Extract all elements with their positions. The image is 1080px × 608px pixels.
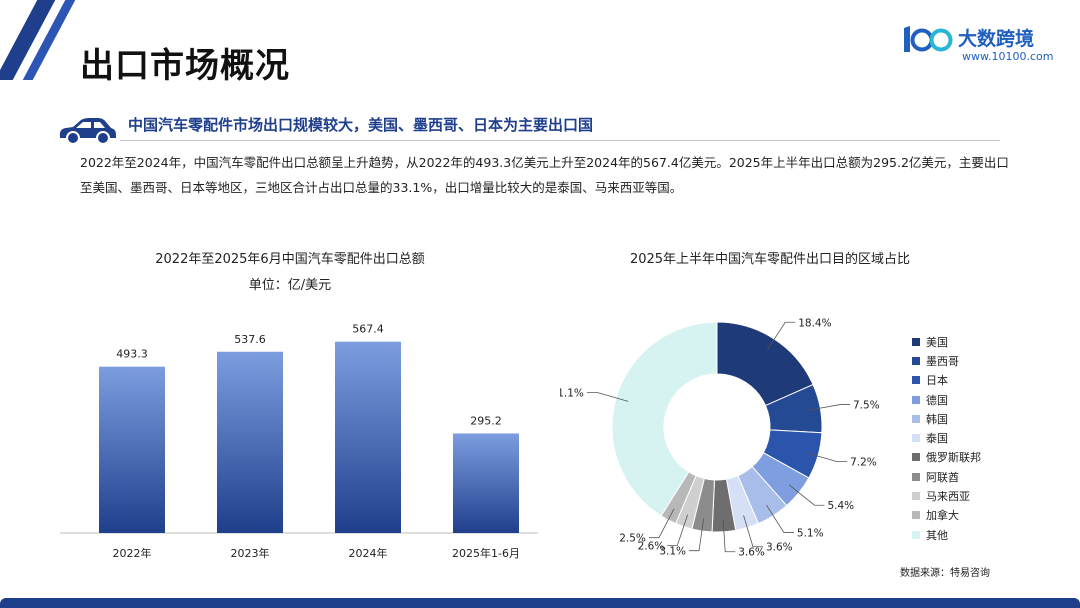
page-title: 出口市场概况 [80, 46, 290, 86]
logo-name: 大数跨境 [958, 28, 1035, 50]
legend-label: 美国 [926, 335, 948, 349]
leader-line [586, 391, 629, 402]
legend-swatch [912, 492, 920, 501]
donut-slice [611, 321, 718, 517]
leader-line [743, 515, 763, 548]
bar-chart: 493.3 2022年 537.6 2023年 567.4 2024年 295.2 2025年… [60, 323, 538, 560]
leader-line [689, 518, 705, 552]
legend-item: 墨西哥 [912, 351, 1062, 370]
legend-label: 阿联酋 [926, 470, 959, 484]
footer-bar [0, 598, 1080, 608]
summary-paragraph: 2022年至2024年，中国汽车零配件出口总额呈上升趋势，从2022年的493.… [80, 155, 1009, 195]
bar-value-label: 295.2 [470, 414, 502, 427]
legend-swatch [912, 453, 920, 462]
legend-label: 墨西哥 [926, 354, 959, 368]
leader-line [667, 514, 689, 546]
legend-swatch [912, 337, 920, 346]
bar [453, 433, 519, 533]
legend-swatch [912, 414, 920, 423]
leader-line [807, 404, 850, 411]
legend-item: 俄罗斯联邦 [912, 448, 1062, 467]
legend-item: 泰国 [912, 428, 1062, 447]
bar [217, 351, 283, 533]
pie-chart-title: 2025年上半年中国汽车零配件出口目的区域占比 [629, 252, 911, 267]
pie-legend: 美国墨西哥日本德国韩国泰国俄罗斯联邦阿联酋马来西亚加拿大其他 [912, 332, 1062, 544]
car-icon [59, 118, 116, 145]
legend-swatch [912, 356, 920, 365]
legend-label: 加拿大 [926, 509, 959, 523]
slice-value-label: 5.1% [797, 528, 824, 540]
slice-value-label: 7.5% [853, 400, 880, 412]
bar-chart-title: 2022年至2025年6月中国汽车零配件出口总额 [155, 252, 425, 267]
leader-line [767, 321, 796, 350]
legend-item: 德国 [912, 390, 1062, 409]
bar [335, 341, 401, 533]
leader-line [788, 484, 825, 506]
legend-label: 其他 [926, 528, 948, 542]
legend-swatch [912, 472, 920, 481]
data-source: 数据来源：特易咨询 [900, 568, 990, 579]
legend-label: 日本 [926, 374, 948, 388]
legend-item: 美国 [912, 332, 1062, 351]
x-tick-label: 2023年 [231, 546, 270, 560]
leader-line [805, 452, 848, 463]
divider [120, 140, 1000, 141]
donut-chart: 18.4% 7.5% 7.2% 5.4% 5.1% 3.6%3.6% 3.1%2.6%2.5… [560, 317, 880, 559]
slice-value-label: 7.2% [850, 457, 877, 469]
bar [99, 366, 165, 533]
leader-line [722, 519, 736, 553]
legend-swatch [912, 434, 920, 443]
legend-item: 阿联酋 [912, 467, 1062, 486]
x-tick-label: 2025年1-6月 [452, 546, 520, 560]
legend-swatch [912, 511, 920, 520]
slice-value-label: 3.6% [766, 542, 793, 554]
x-tick-label: 2024年 [349, 546, 388, 560]
bar-value-label: 493.3 [116, 348, 148, 361]
slice-value-label: 5.4% [827, 500, 854, 512]
legend-label: 泰国 [926, 432, 948, 446]
legend-swatch [912, 530, 920, 539]
bar-chart-unit: 单位：亿/美元 [248, 278, 332, 293]
legend-item: 日本 [912, 371, 1062, 390]
slice-value-label: 2.5% [619, 533, 646, 545]
legend-swatch [912, 376, 920, 385]
logo-url[interactable]: www.10100.com [962, 50, 1054, 63]
slice-value-label: 18.4% [798, 317, 831, 329]
section-subtitle: 中国汽车零配件市场出口规模较大，美国、墨西哥、日本为主要出口国 [128, 116, 594, 134]
legend-item: 韩国 [912, 409, 1062, 428]
legend-label: 韩国 [926, 412, 948, 426]
leader-line [766, 504, 794, 533]
logo-mark-icon [904, 26, 953, 52]
bar-value-label: 567.4 [352, 323, 384, 336]
brand-logo[interactable]: 大数跨境 www.10100.com [900, 22, 1060, 66]
slice-value-label: 41.1% [560, 387, 584, 399]
legend-item: 加拿大 [912, 506, 1062, 525]
legend-item: 马来西亚 [912, 486, 1062, 505]
legend-label: 德国 [926, 393, 948, 407]
x-tick-label: 2022年 [113, 546, 152, 560]
leader-line [648, 508, 675, 539]
slice-value-label: 2.6% [638, 541, 665, 553]
legend-item: 其他 [912, 525, 1062, 544]
legend-label: 马来西亚 [926, 490, 970, 504]
slice-value-label: 3.6% [738, 547, 765, 559]
legend-swatch [912, 395, 920, 404]
legend-label: 俄罗斯联邦 [926, 451, 981, 465]
slice-value-label: 3.1% [659, 546, 686, 558]
bar-value-label: 537.6 [234, 333, 266, 346]
